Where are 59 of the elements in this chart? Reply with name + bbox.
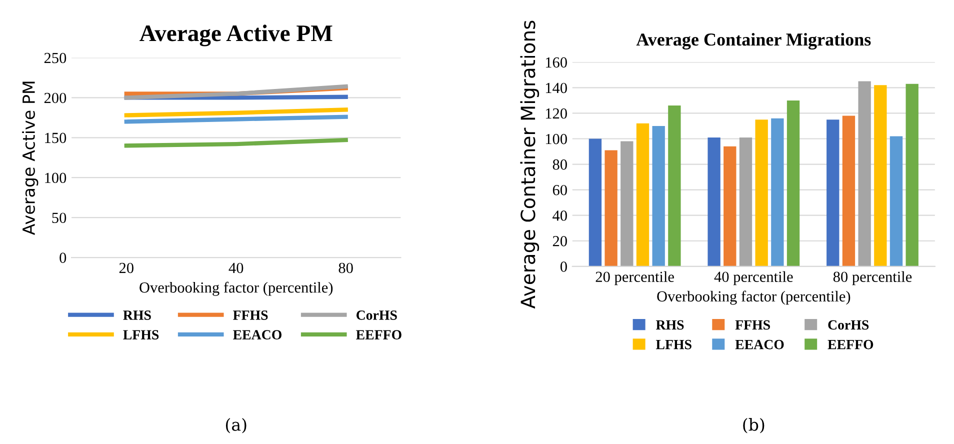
x-axis-title: Overbooking factor (percentile): [140, 282, 333, 296]
y-tick-label: 160: [546, 57, 567, 68]
y-tick-label: 120: [546, 108, 567, 119]
bar: [842, 116, 856, 266]
y-tick-label: 150: [45, 132, 66, 144]
bar: [874, 85, 887, 266]
legend-label: EEFFO: [828, 340, 874, 350]
y-tick-label: 50: [52, 212, 66, 224]
x-tick-label: 20 percentile: [596, 271, 674, 286]
x-tick-label: 40: [228, 262, 244, 274]
text: (a): [226, 418, 246, 434]
bar: [906, 84, 918, 266]
y-axis-title: Average Container Migrations: [520, 20, 540, 309]
bar: [826, 120, 840, 266]
legend-label: EEACO: [735, 340, 784, 350]
y-tick-label: 140: [546, 82, 567, 94]
legend-label: RHS: [656, 320, 684, 330]
x-tick-label: 40 percentile: [714, 271, 793, 286]
bar: [858, 81, 871, 266]
text: (b): [743, 418, 764, 434]
y-tick-label: 0: [560, 262, 567, 272]
y-axis-title: Average Active PM: [22, 82, 38, 235]
legend-label: EEFFO: [356, 330, 402, 340]
x-tick-label: 80 percentile: [833, 271, 912, 286]
legend-label: CorHS: [356, 310, 397, 320]
bar: [636, 123, 650, 266]
legend-label: EEACO: [233, 330, 282, 340]
bar: [708, 137, 720, 266]
y-tick-label: 250: [44, 52, 66, 64]
x-axis-title: Overbooking factor (percentile): [657, 290, 850, 305]
y-tick-label: 60: [552, 184, 567, 196]
bar: [668, 106, 681, 266]
legend-label: FFHS: [233, 310, 268, 320]
bar: [890, 136, 903, 266]
chart-title: Average Active PM: [140, 24, 332, 46]
legend-label: LFHS: [656, 340, 692, 350]
x-tick-label: 20: [119, 262, 134, 274]
bar: [755, 120, 768, 266]
y-tick-label: 0: [60, 252, 66, 263]
legend-label: RHS: [123, 310, 151, 320]
bar: [652, 126, 665, 266]
chart-title: Average Container Migrations: [636, 32, 871, 50]
legend-label: FFHS: [735, 320, 770, 330]
y-tick-label: 80: [552, 159, 567, 170]
y-tick-label: 100: [45, 172, 66, 184]
bar: [588, 138, 602, 266]
bar: [724, 146, 736, 266]
y-tick-label: 20: [552, 236, 567, 246]
bar: [739, 137, 752, 266]
bar: [771, 118, 784, 266]
y-tick-label: 100: [546, 134, 567, 144]
legend-label: LFHS: [123, 330, 159, 340]
legend-label: CorHS: [828, 320, 869, 330]
x-tick-label: 80: [338, 262, 353, 274]
bar: [604, 150, 618, 266]
y-tick-label: 200: [44, 92, 66, 104]
y-tick-label: 40: [552, 210, 567, 221]
bar: [786, 100, 800, 266]
bar: [620, 141, 634, 266]
